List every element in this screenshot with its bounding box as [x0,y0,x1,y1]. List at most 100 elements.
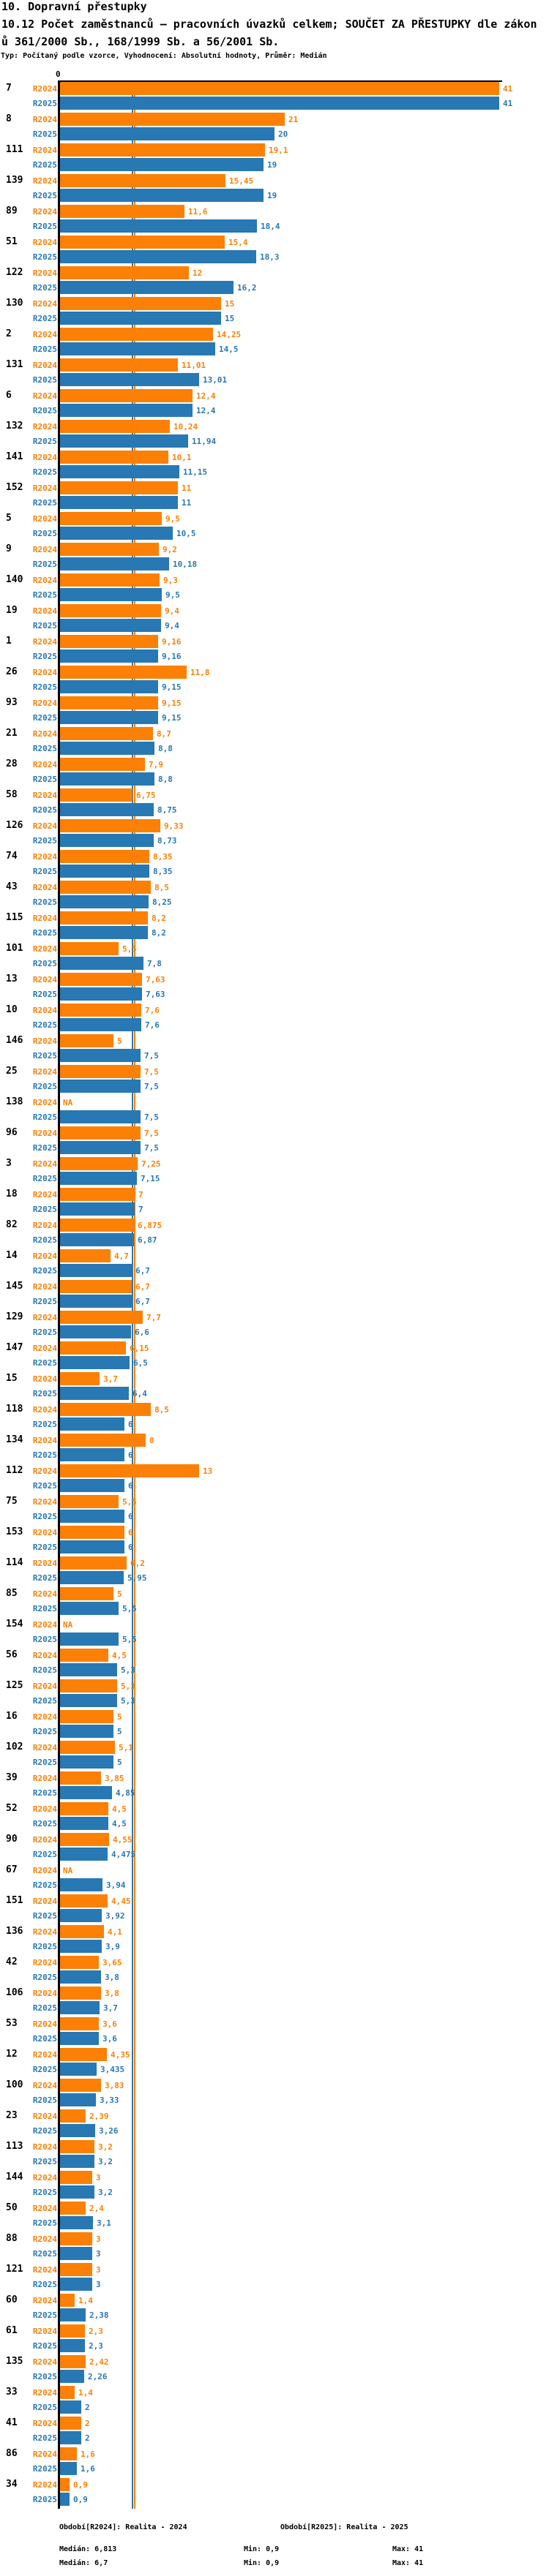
group-id-label: 61 [6,2325,18,2336]
value-label-r2024: 8,2 [152,913,166,923]
stat-min-r2025: Min: 0,9 [244,2559,280,2567]
series-label-r2024: R2024 [32,667,57,677]
bar-group: 134 R2024 8 R2025 6 [0,1434,549,1464]
bar-line-r2024: R2024 9,2 [0,543,549,556]
value-label-r2024: 5 [117,1589,122,1599]
bar-line-r2024: R2024 7,9 [0,758,549,771]
bar-r2024 [60,2478,70,2491]
value-label-r2025: 5,3 [121,1695,135,1706]
value-label-r2024: 9,4 [165,606,179,616]
value-label-r2025: 3,2 [98,2187,113,2197]
value-label-r2025: 3,1 [97,2218,111,2228]
series-label-r2024: R2024 [32,483,57,493]
value-label-r2024: 3,85 [105,1773,124,1783]
chart-subtitle: Typ: Počítaný podle vzorce, Vyhodnocení:… [1,52,327,60]
group-id-label: 1 [6,636,12,647]
series-label-r2024: R2024 [32,114,57,124]
bar-r2024 [60,2202,86,2215]
value-label-r2025: 4,5 [112,1818,127,1829]
value-label-r2024: 3,65 [102,1957,122,1967]
bar-line-r2024: R2024 4,5 [0,1802,549,1815]
bar-group: 111 R2024 19,1 R2025 19 [0,143,549,174]
x-axis-line [58,80,502,82]
series-label-r2024: R2024 [32,1066,57,1077]
bar-line-r2025: R2025 3,2 [0,2155,549,2168]
series-label-r2025: R2025 [32,712,57,723]
value-label-r2025: 6 [128,1542,133,1552]
bar-line-r2024: R2024 11,8 [0,666,549,679]
group-id-label: 136 [6,1926,23,1937]
value-label-r2025: 6,7 [135,1265,150,1276]
value-label-r2024: 2,42 [89,2357,109,2367]
group-id-label: 16 [6,1711,18,1722]
value-label-r2025: 3,92 [105,1910,125,1921]
value-label-r2024: 9,3 [163,575,178,585]
bar-r2025 [60,588,162,601]
series-label-r2024: R2024 [32,974,57,984]
value-label-r2024: NA [63,1097,73,1107]
value-label-r2024: 9,16 [162,636,182,647]
bar-group: 14 R2024 4,7 R2025 6,7 [0,1249,549,1280]
value-label-r2025: 11,15 [183,467,208,477]
value-label-r2025: 2 [85,2433,90,2443]
series-label-r2025: R2025 [32,651,57,661]
series-label-r2025: R2025 [32,528,57,538]
bar-r2024 [60,2417,81,2430]
series-label-r2025: R2025 [32,313,57,323]
bar-r2024 [60,512,162,525]
value-label-r2024: 7 [138,1189,143,1200]
group-id-label: 122 [6,267,23,278]
bar-r2024 [60,973,142,986]
series-label-r2024: R2024 [32,728,57,739]
bar-r2024 [60,236,225,249]
group-id-label: 28 [6,758,18,769]
bar-group: 88 R2024 3 R2025 3 [0,2232,549,2263]
bar-r2024 [60,1587,113,1600]
series-label-r2024: R2024 [32,2049,57,2060]
group-id-label: 134 [6,1434,23,1445]
bar-r2024 [60,1526,124,1539]
series-label-r2024: R2024 [32,636,57,647]
bar-line-r2024: R2024 8,5 [0,881,549,894]
bar-group: 106 R2024 3,8 R2025 3,7 [0,1986,549,2017]
bar-line-r2025: R2025 1,6 [0,2462,549,2475]
group-id-label: 102 [6,1741,23,1752]
bar-line-r2024: R2024 11,01 [0,358,549,372]
group-id-label: 151 [6,1895,23,1906]
series-label-r2024: R2024 [32,2295,57,2305]
value-label-r2024: 7,25 [141,1159,161,1169]
bar-group: 144 R2024 3 R2025 3,2 [0,2171,549,2202]
bar-r2025 [60,250,256,263]
group-id-label: 147 [6,1342,23,1353]
group-id-label: 33 [6,2387,18,2398]
group-id-label: 12 [6,2049,18,2060]
series-label-r2025: R2025 [32,1634,57,1644]
bar-line-r2025: R2025 3,8 [0,1970,549,1984]
bar-r2024 [60,2447,77,2460]
value-label-r2025: 10,18 [173,559,198,569]
bar-line-r2024: R2024 6 [0,1526,549,1539]
bar-r2024 [60,1126,141,1140]
value-label-r2024: 2,4 [89,2203,104,2213]
series-label-r2024: R2024 [32,176,57,186]
bar-line-r2024: R2024 6,875 [0,1219,549,1232]
bar-r2024 [60,82,499,95]
bar-line-r2024: R2024 5 [0,1034,549,1047]
series-label-r2025: R2025 [32,129,57,139]
bar-line-r2025: R2025 6 [0,1510,549,1523]
bar-line-r2025: R2025 41 [0,97,549,110]
value-label-r2024: 4,5 [112,1650,127,1660]
series-label-r2024: R2024 [32,1159,57,1169]
value-label-r2025: 7,6 [145,1020,160,1030]
bar-line-r2024: R2024 11,6 [0,205,549,218]
group-id-label: 21 [6,728,18,739]
series-label-r2024: R2024 [32,1558,57,1568]
bar-r2025 [60,1325,131,1338]
value-label-r2024: 8,5 [154,1404,169,1415]
group-id-label: 18 [6,1189,18,1200]
bar-line-r2024: R2024 6,2 [0,1556,549,1570]
bar-r2025 [60,1295,132,1308]
bar-line-r2025: R2025 2,38 [0,2308,549,2321]
bar-r2024 [60,2263,92,2276]
bar-group: 130 R2024 15 R2025 15 [0,297,549,328]
